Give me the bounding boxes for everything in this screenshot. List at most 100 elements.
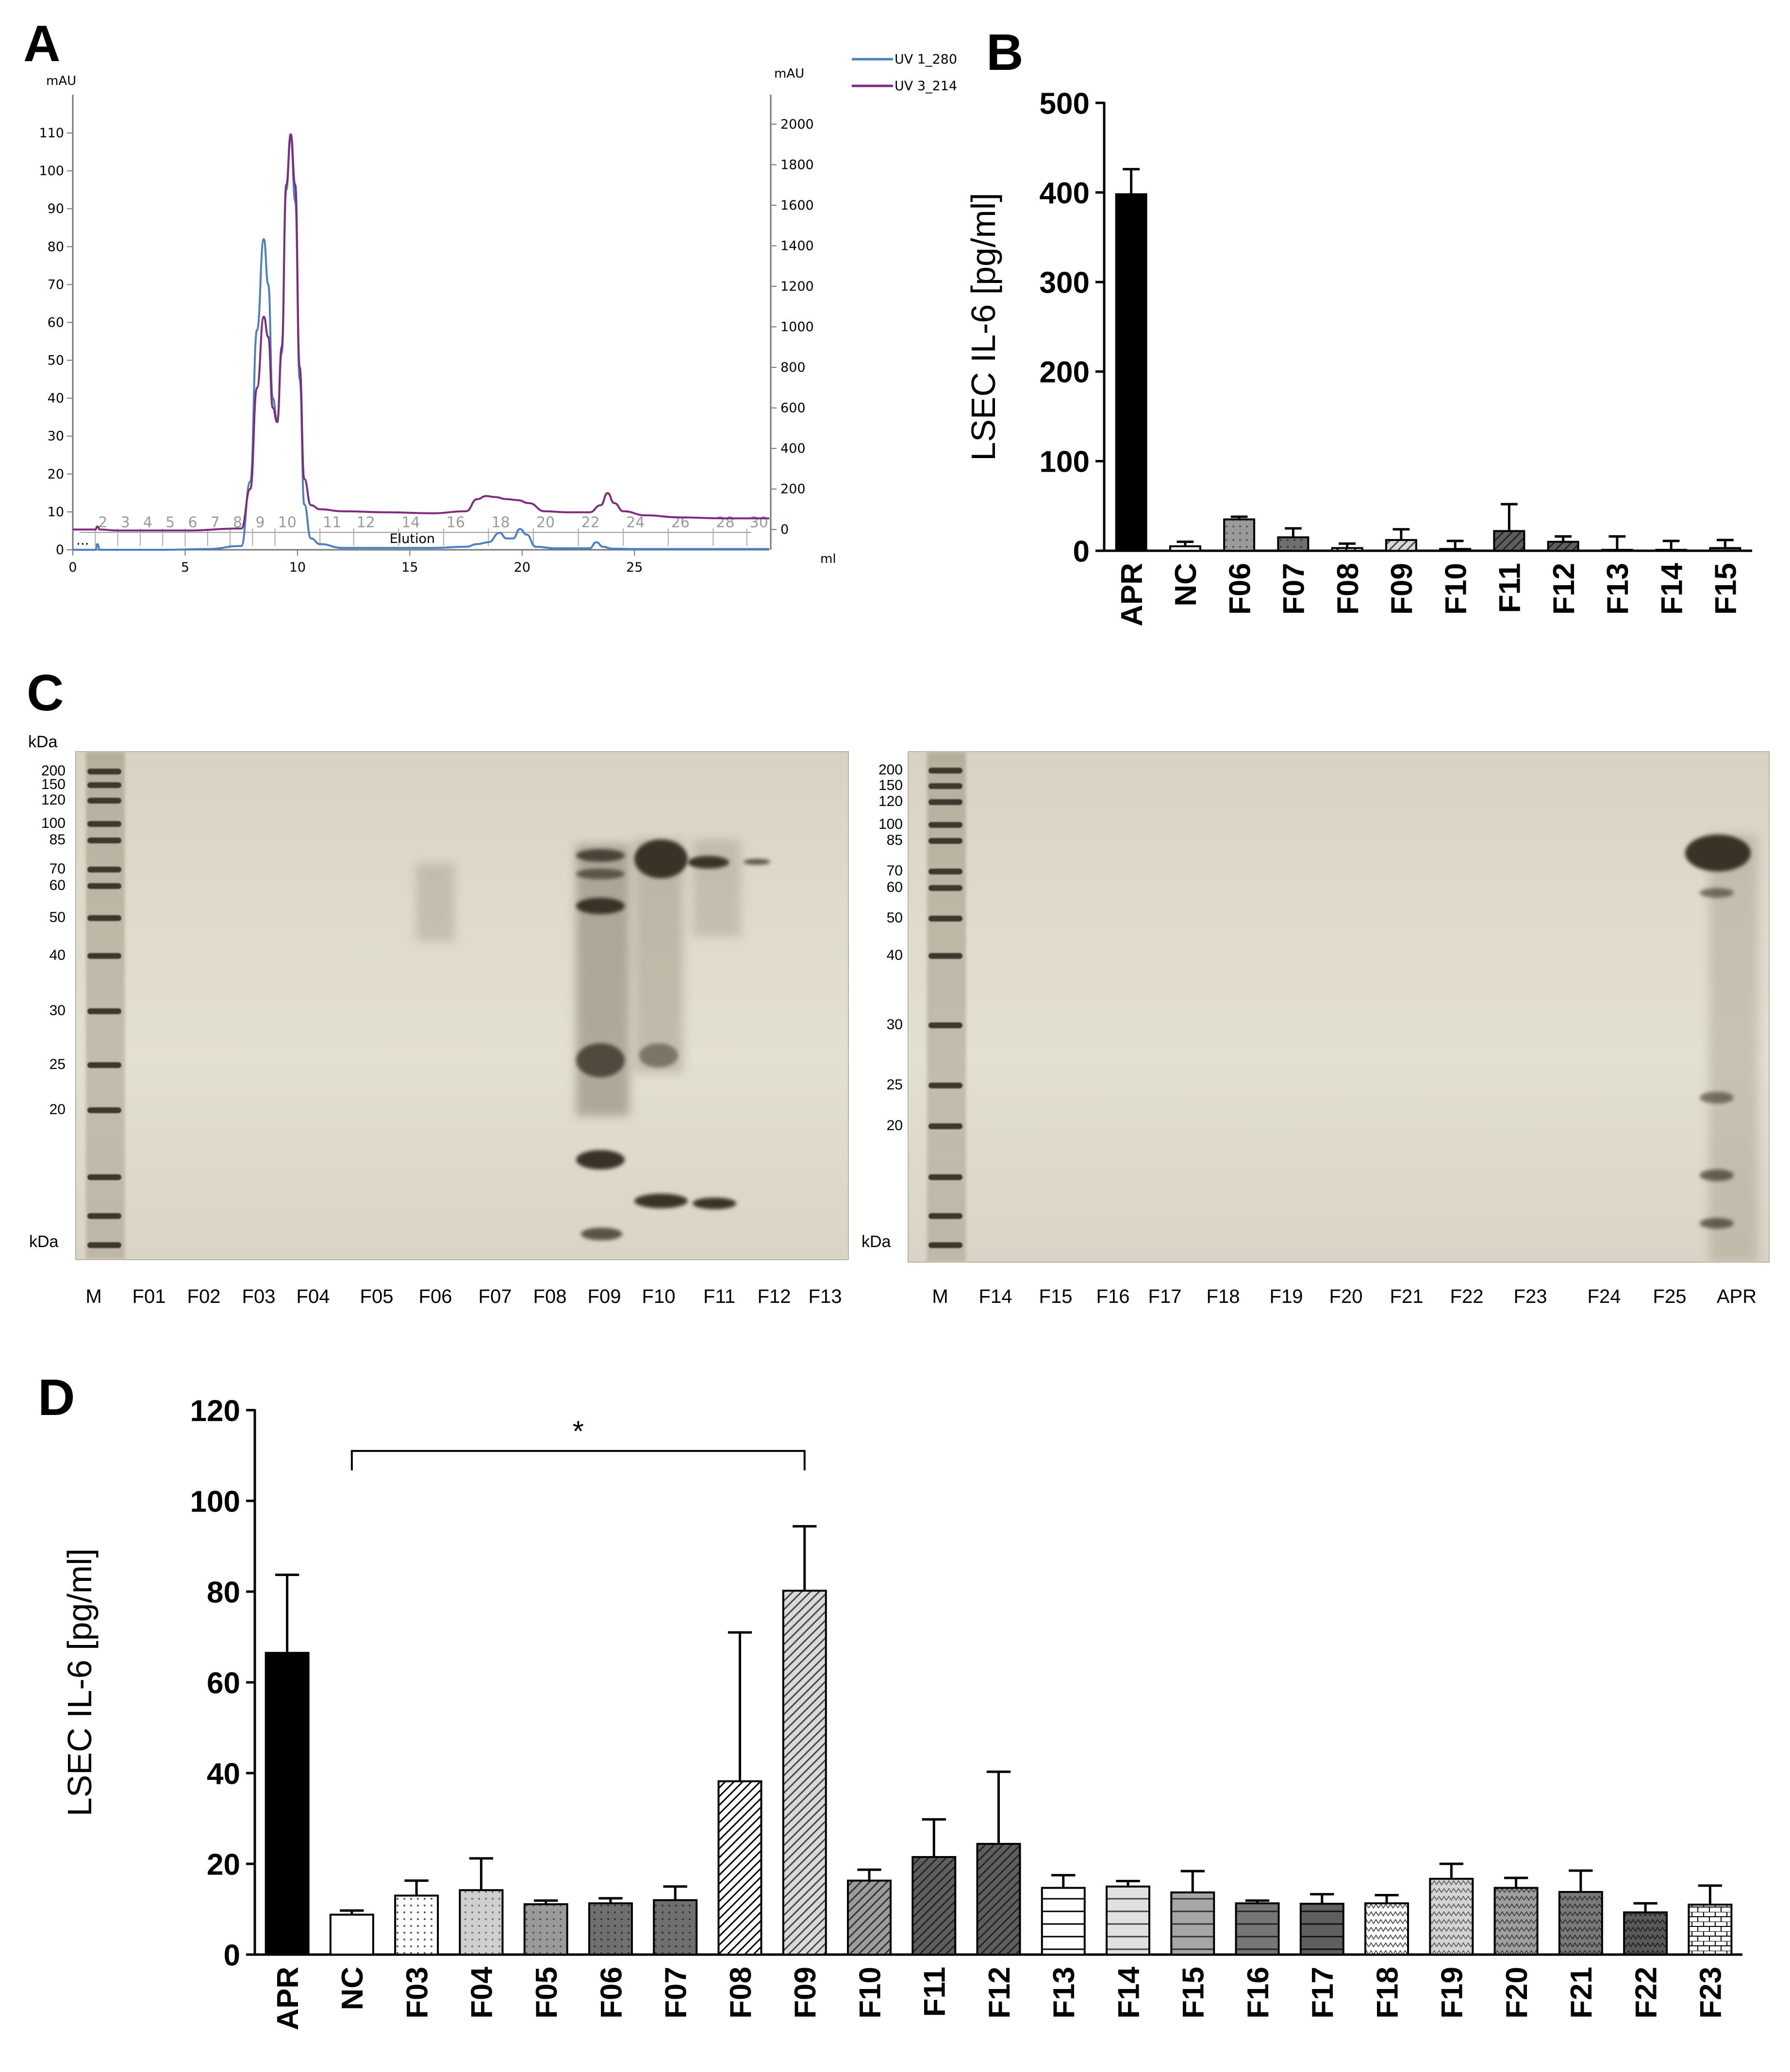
ladder-band xyxy=(928,1174,962,1180)
y-tick-label-left: 20 xyxy=(48,467,64,482)
y-tick-label-left: 110 xyxy=(39,126,64,141)
bar-f04 xyxy=(459,1889,504,1956)
ladder-band xyxy=(928,916,962,921)
x-tick-label: 15 xyxy=(401,560,418,575)
x-tick-label: F05 xyxy=(530,1967,564,2019)
bar-f12 xyxy=(1547,541,1579,552)
marker-label: 30 xyxy=(49,1003,66,1019)
uv280-line xyxy=(73,135,769,551)
bar-f09 xyxy=(782,1590,827,1956)
marker-label: 25 xyxy=(886,1077,903,1093)
x-tick-label: F08 xyxy=(724,1967,758,2019)
lane-label-f21: F21 xyxy=(1390,1286,1424,1307)
gel-band xyxy=(1700,1169,1734,1181)
bar-f23 xyxy=(1688,1904,1733,1956)
ladder-band xyxy=(928,822,962,828)
ladder-band xyxy=(928,885,962,891)
fraction-label: 11 xyxy=(323,514,341,531)
bar-f22 xyxy=(1623,1911,1668,1956)
y-tick-label-right: 1000 xyxy=(780,320,814,335)
bar-f15 xyxy=(1709,547,1741,552)
fraction-label: 14 xyxy=(401,514,420,531)
ladder-band xyxy=(87,838,121,843)
lane-label-f22: F22 xyxy=(1450,1286,1484,1307)
x-tick-label: F18 xyxy=(1371,1967,1404,2019)
kda-label-bottom-left: kDa xyxy=(29,1233,59,1251)
lane-label-f19: F19 xyxy=(1269,1286,1303,1307)
bar-nc xyxy=(1169,545,1201,552)
lane-label-f18: F18 xyxy=(1206,1286,1240,1307)
legend-label: UV 3_214 xyxy=(895,79,957,94)
ladder-band xyxy=(87,782,121,788)
x-tick-label: F21 xyxy=(1565,1967,1598,2019)
y-tick-label: 40 xyxy=(207,1757,240,1791)
bar-f21 xyxy=(1558,1891,1603,1956)
fraction-label: 22 xyxy=(581,514,600,531)
ladder-lane xyxy=(86,752,125,1259)
sample-smear xyxy=(1709,835,1758,1262)
ladder-band xyxy=(928,1083,962,1088)
lane-label-f24: F24 xyxy=(1587,1286,1621,1307)
x-tick-label: F15 xyxy=(1177,1967,1210,2019)
bar-f14 xyxy=(1106,1885,1151,1956)
ladder-band xyxy=(928,783,962,789)
lane-label-f13: F13 xyxy=(808,1286,842,1307)
fraction-label: 10 xyxy=(278,514,297,531)
fraction-label: 2 xyxy=(98,514,107,531)
gel-background xyxy=(909,752,1769,1262)
fraction-label: 18 xyxy=(491,514,510,531)
marker-label: 60 xyxy=(49,877,66,893)
y-tick-label: 300 xyxy=(1040,266,1090,300)
fraction-label: 16 xyxy=(447,514,465,531)
panel-label-d: D xyxy=(38,1369,75,1426)
y-tick-label: 100 xyxy=(1040,445,1090,479)
x-tick-label: F10 xyxy=(853,1967,887,2019)
lane-label-f05: F05 xyxy=(360,1286,394,1307)
marker-label: 70 xyxy=(49,861,66,877)
y-axis-label: LSEC IL-6 [pg/ml] xyxy=(964,193,1002,460)
marker-label: 60 xyxy=(886,879,903,895)
x-tick-label: F14 xyxy=(1655,562,1689,614)
ladder-band xyxy=(87,821,121,827)
ladder-band xyxy=(928,1213,962,1219)
panel-label-a: A xyxy=(23,15,61,72)
x-tick-label: F10 xyxy=(1439,563,1473,615)
panel-label-c: C xyxy=(27,664,64,722)
lane-label-f08: F08 xyxy=(533,1286,567,1307)
ladder-band xyxy=(87,798,121,804)
x-tick-label: F09 xyxy=(1385,563,1419,615)
marker-label: 150 xyxy=(41,776,66,792)
marker-label: 85 xyxy=(49,832,66,848)
gel-band xyxy=(576,849,625,862)
y-tick-label-right: 600 xyxy=(780,401,806,416)
gel-band xyxy=(1685,835,1751,872)
legend-label: UV 1_280 xyxy=(895,52,957,67)
gel-band xyxy=(1700,1092,1734,1103)
gel-band xyxy=(639,1043,678,1068)
ladder-band xyxy=(87,915,121,921)
x-tick-label: NC xyxy=(336,1967,369,2010)
gel-band xyxy=(576,1043,625,1077)
x-tick-label: F15 xyxy=(1709,563,1743,615)
lane-label-f23: F23 xyxy=(1513,1286,1547,1307)
ladder-band xyxy=(87,1062,121,1068)
bar-f07 xyxy=(653,1899,698,1956)
y-tick-label: 200 xyxy=(1040,356,1090,389)
marker-label: 150 xyxy=(878,777,903,793)
y-tick-label: 400 xyxy=(1040,177,1090,210)
ladder-band xyxy=(87,1174,121,1180)
bar-f16 xyxy=(1235,1902,1280,1956)
y-tick-label-right: 0 xyxy=(780,522,789,537)
lane-label-f01: F01 xyxy=(132,1286,166,1307)
lane-label-f17: F17 xyxy=(1148,1286,1182,1307)
lane-label-m: M xyxy=(932,1286,948,1307)
ladder-band xyxy=(87,953,121,959)
marker-label: 25 xyxy=(49,1056,66,1072)
sample-smear xyxy=(634,839,683,1072)
y-label-left: mAU xyxy=(46,74,76,88)
ladder-band xyxy=(928,953,962,959)
fraction-label: 8 xyxy=(233,514,242,531)
x-tick-label: F07 xyxy=(1277,563,1311,615)
y-tick-label-right: 200 xyxy=(780,482,806,497)
bar-f19 xyxy=(1429,1877,1474,1956)
